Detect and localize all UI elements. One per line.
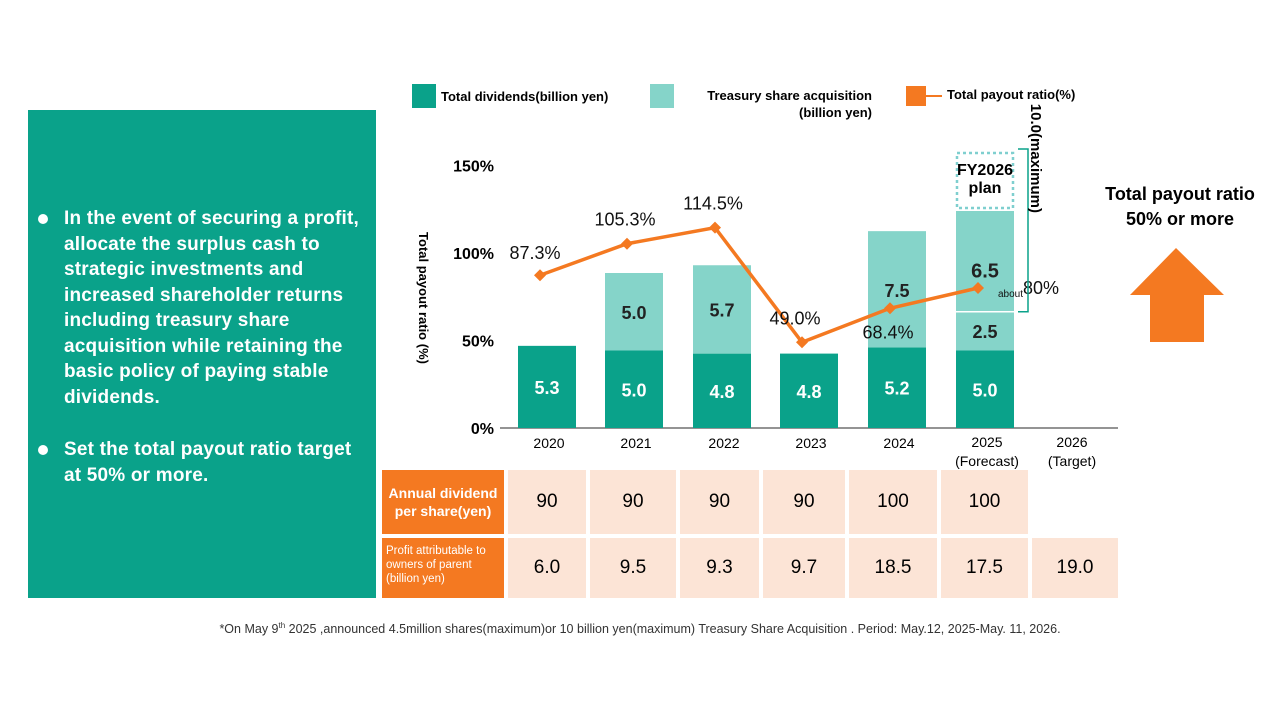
up-arrow-icon: [1130, 248, 1224, 342]
payout-ratio-marker: [534, 269, 546, 282]
payout-ratio-marker: [884, 302, 896, 315]
x-tick-label: 2020: [533, 435, 564, 451]
plan-title-line1: FY2026: [957, 162, 1013, 179]
bar-dividends: [868, 347, 926, 428]
table-cell: 19.0: [1032, 538, 1118, 598]
bar-treasury-label: 5.7: [709, 300, 734, 320]
y-tick-label: 150%: [453, 159, 494, 176]
bar-treasury-label: 2.5: [972, 322, 997, 342]
x-tick-label: 2026: [1056, 434, 1087, 450]
legend-dividends-label: Total dividends(billion yen): [441, 89, 609, 104]
bar-treasury: [605, 273, 663, 351]
legend-payout-label: Total payout ratio(%): [947, 87, 1076, 102]
payout-2025-value: 80%: [1023, 278, 1059, 298]
target-text: Total payout ratio 50% or more: [1105, 184, 1255, 229]
payout-ratio-label: about80%: [998, 278, 1059, 300]
table-cell: 100: [849, 470, 937, 534]
table-cell: 9.7: [763, 538, 845, 598]
bullet-dot-icon: [38, 445, 48, 455]
bar-dividends: [605, 350, 663, 428]
policy-bullet-1: In the event of securing a profit, alloc…: [38, 206, 368, 410]
table-cell: 17.5: [941, 538, 1028, 598]
plan-title-line2: plan: [969, 180, 1002, 197]
payout-ratio-label: 49.0%: [769, 308, 820, 328]
bar-dividends: [780, 353, 838, 428]
payout-ratio-label: 87.3%: [509, 243, 560, 263]
x-tick-label: 2023: [795, 435, 826, 451]
x-tick-label: 2025: [971, 434, 1002, 450]
table-cell: 90: [508, 470, 586, 534]
y-tick-label: 100%: [453, 246, 494, 263]
table-cell: 90: [590, 470, 676, 534]
bar-dividends: [956, 350, 1014, 428]
row-header-profit: Profit attributable to owners of parent …: [382, 538, 504, 598]
bar-fy2026-plan: [956, 211, 1014, 312]
bar-treasury-label: 7.5: [884, 281, 909, 301]
bar-dividends: [518, 345, 576, 428]
y-tick-label: 50%: [462, 334, 494, 351]
bar-dividends-label: 4.8: [796, 382, 821, 402]
payout-ratio-label: 105.3%: [594, 210, 655, 230]
row-header-dividend-per-share: Annual dividend per share(yen): [382, 470, 504, 534]
plan-dashed-box: [955, 151, 1015, 210]
legend-treasury-swatch: [650, 84, 674, 108]
bar-dividends-label: 5.3: [534, 378, 559, 398]
x-tick-label: 2021: [620, 435, 651, 451]
bar-treasury: [693, 265, 751, 354]
payout-ratio-marker: [796, 336, 808, 349]
plan-value-label: 6.5: [971, 260, 999, 282]
legend-treasury-label: Treasury share acquisition (billion yen): [707, 88, 872, 120]
x-tick-sublabel: (Forecast): [955, 453, 1019, 469]
payout-ratio-marker: [621, 237, 633, 250]
payout-about-prefix: about: [998, 289, 1023, 300]
bar-treasury-label: 5.0: [621, 303, 646, 323]
bar-dividends-label: 5.0: [621, 380, 646, 400]
legend-payout-line: [926, 95, 942, 97]
bar-dividends-label: 5.0: [972, 380, 997, 400]
payout-chart: Total payout ratio (%) 0% 50% 100% 150% 2020…: [416, 104, 1118, 469]
bar-labels: 5.3 5.0 5.0 4.8 5.7 4.8 5.2 7.5 5.0 2.5 6.5: [534, 260, 998, 401]
table-cell: 18.5: [849, 538, 937, 598]
policy-bullet-2: Set the total payout ratio target at 50%…: [38, 437, 368, 488]
legend-payout-swatch: [906, 86, 926, 106]
payout-ratio-marker: [972, 282, 984, 294]
y-axis-label: Total payout ratio (%): [416, 232, 431, 364]
payout-ratio-label: 114.5%: [683, 194, 743, 214]
x-tick-sublabel: (Target): [1048, 453, 1096, 469]
bar-treasury: [956, 311, 1014, 351]
bar-dividends-label: 5.2: [884, 379, 909, 399]
policy-list: In the event of securing a profit, alloc…: [38, 206, 368, 488]
table-cell: 9.3: [680, 538, 759, 598]
footnote: *On May 9th 2025 ,announced 4.5million s…: [219, 621, 1061, 637]
table-cell: 100: [941, 470, 1028, 534]
legend-dividends-swatch: [412, 84, 436, 108]
table-cell: 90: [763, 470, 845, 534]
x-tick-label: 2024: [883, 435, 914, 451]
x-tick-label: 2022: [708, 435, 739, 451]
table-cell: 9.5: [590, 538, 676, 598]
bars: [518, 211, 1014, 428]
bullet-dot-icon: [38, 214, 48, 224]
payout-ratio-marker: [709, 221, 721, 234]
bar-treasury: [868, 231, 926, 348]
table-cell: 90: [680, 470, 759, 534]
table-cell: 6.0: [508, 538, 586, 598]
bar-dividends-label: 4.8: [709, 382, 734, 402]
bracket-label: 10.0(maximum): [1027, 104, 1044, 213]
bar-dividends: [693, 353, 751, 428]
y-tick-label: 0%: [471, 421, 494, 438]
policy-panel: In the event of securing a profit, alloc…: [28, 110, 376, 598]
payout-ratio-polyline: [539, 225, 979, 345]
payout-ratio-line: 87.3% 105.3% 114.5% 49.0% 68.4% about80%: [509, 194, 1059, 349]
payout-ratio-label: 68.4%: [862, 322, 913, 342]
plan-bracket: [1018, 148, 1029, 313]
axes: 0% 50% 100% 150% 2020 2021 2022 2023 2024 2025 (Fo…: [453, 159, 1118, 469]
